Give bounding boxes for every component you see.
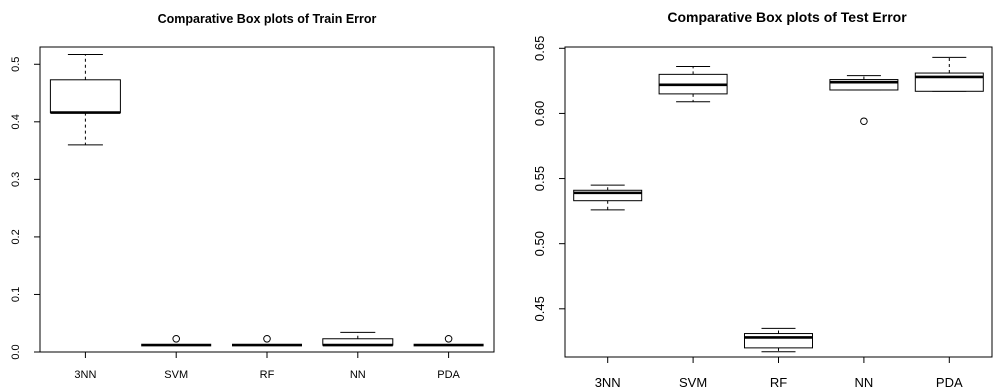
y-tick-label: 0.2 [10, 229, 22, 244]
x-tick-label: NN [350, 369, 366, 381]
box-nn [829, 75, 899, 126]
y-tick-label: 0.65 [532, 36, 547, 61]
x-tick-label: 3NN [74, 369, 96, 381]
box-nn [322, 331, 394, 347]
outlier-point [172, 334, 180, 343]
iqr-box [49, 79, 121, 114]
outlier-point [263, 334, 271, 343]
box-pda [413, 334, 484, 347]
y-tick-label: 0.50 [532, 231, 547, 256]
y-tick-label: 0.1 [10, 287, 22, 302]
y-tick-label: 0.55 [532, 166, 547, 191]
x-tick-label: RF [770, 375, 787, 390]
box-rf [232, 334, 302, 347]
iqr-box [573, 189, 643, 202]
chart-title: Comparative Box plots of Train Error [158, 12, 377, 26]
x-tick-label: SVM [679, 375, 707, 390]
test-error-boxplot: Comparative Box plots of Test Error 0.45… [532, 9, 993, 390]
x-tick-label: PDA [936, 375, 963, 390]
box-3nn [573, 184, 643, 211]
y-tick-label: 0.5 [10, 57, 22, 72]
y-tick-label: 0.3 [10, 172, 22, 187]
iqr-box [829, 79, 899, 91]
chart-title: Comparative Box plots of Test Error [667, 9, 907, 25]
x-tick-label: 3NN [595, 375, 621, 390]
box-3nn [49, 53, 121, 146]
train-error-boxplot: Comparative Box plots of Train Error 0.0… [10, 12, 495, 381]
outlier-point [444, 334, 453, 343]
box-svm [658, 66, 728, 103]
plot-frame [564, 46, 993, 358]
outlier-point [860, 117, 868, 126]
x-tick-label: SVM [164, 369, 188, 381]
y-tick-label: 0.45 [532, 296, 547, 321]
x-tick-label: RF [260, 369, 275, 381]
y-tick-label: 0.4 [10, 114, 22, 129]
y-tick-label: 0.0 [10, 344, 22, 359]
x-tick-label: NN [855, 375, 874, 390]
iqr-box [744, 333, 813, 349]
box-pda [914, 56, 984, 92]
x-tick-label: PDA [437, 369, 460, 381]
box-rf [744, 327, 813, 353]
y-tick-label: 0.60 [532, 101, 547, 126]
box-svm [141, 334, 212, 347]
